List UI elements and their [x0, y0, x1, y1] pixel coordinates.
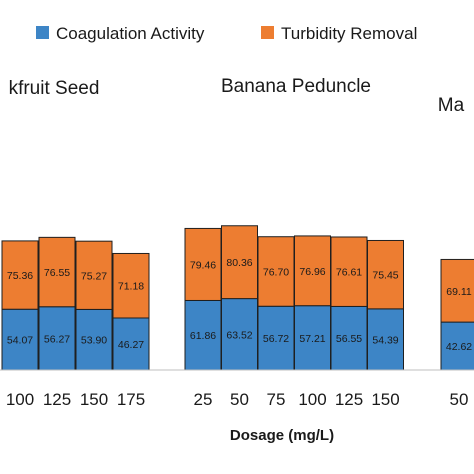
bar-turbidity: [257, 236, 295, 307]
x-tick-label: 175: [117, 390, 145, 409]
x-tick-label: 50: [230, 390, 249, 409]
bar-turbidity: [184, 227, 222, 301]
value-label-turbidity: 75.27: [81, 270, 107, 282]
bar-turbidity: [75, 240, 113, 310]
x-tick-label: 125: [335, 390, 363, 409]
bar-coagulation: [367, 308, 404, 371]
value-label-coagulation: 54.39: [372, 334, 398, 346]
bar-turbidity: [440, 258, 474, 323]
bar-turbidity: [294, 235, 331, 307]
bar-turbidity: [330, 236, 368, 307]
value-label-turbidity: 75.45: [372, 270, 398, 282]
bars-layer: [1, 225, 474, 371]
value-label-coagulation: 54.07: [7, 335, 33, 347]
legend: Coagulation Activity Turbidity Removal: [36, 24, 417, 43]
value-label-turbidity: 76.70: [263, 266, 289, 278]
value-label-turbidity: 76.55: [44, 267, 70, 279]
value-label-coagulation: 56.27: [44, 333, 70, 345]
value-label-coagulation: 46.27: [118, 339, 144, 351]
bar-turbidity: [112, 252, 150, 319]
x-tick-label: 25: [194, 390, 213, 409]
bar-coagulation: [330, 305, 368, 371]
group-labels-layer: kfruit Seed Banana Peduncle Ma: [9, 76, 465, 116]
x-tick-label: 50: [450, 390, 469, 409]
bar-turbidity: [38, 236, 76, 308]
x-axis-title: Dosage (mg/L): [230, 427, 334, 444]
legend-label-turbidity: Turbidity Removal: [281, 24, 417, 43]
value-label-turbidity: 71.18: [118, 281, 144, 293]
x-tick-label: 125: [43, 390, 71, 409]
x-tick-labels: 7510012515017525507510012515050: [6, 390, 469, 409]
value-label-coagulation: 53.90: [81, 335, 107, 347]
value-label-turbidity: 76.61: [336, 267, 362, 279]
group-label: kfruit Seed: [9, 78, 100, 99]
x-tick-label: 150: [80, 390, 108, 409]
legend-label-coagulation: Coagulation Activity: [56, 24, 205, 43]
value-labels-layer: 54.07 75.36 56.27 76.55 53.90 75.27 46.27 71.18…: [7, 257, 472, 353]
value-label-turbidity: 80.36: [226, 257, 252, 269]
value-label-coagulation: 63.52: [226, 329, 252, 341]
group-label: Banana Peduncle: [221, 76, 371, 97]
legend-swatch-coagulation: [36, 26, 49, 39]
bar-turbidity: [367, 239, 404, 310]
value-label-turbidity: 75.36: [7, 270, 33, 282]
value-label-coagulation: 57.21: [299, 333, 325, 345]
bar-turbidity: [221, 225, 258, 300]
value-label-turbidity: 69.11: [446, 286, 472, 298]
value-label-coagulation: 61.86: [190, 330, 216, 342]
x-tick-label: 150: [371, 390, 399, 409]
legend-swatch-turbidity: [261, 26, 274, 39]
value-label-turbidity: 79.46: [190, 259, 216, 271]
value-label-coagulation: 42.62: [446, 341, 472, 353]
value-label-coagulation: 56.55: [336, 333, 362, 345]
value-label-turbidity: 76.96: [299, 266, 325, 278]
group-label: Ma: [438, 95, 465, 116]
x-tick-label: 100: [298, 390, 326, 409]
x-tick-label: 100: [6, 390, 34, 409]
x-tick-label: 75: [267, 390, 286, 409]
value-label-coagulation: 56.72: [263, 333, 289, 345]
bar-turbidity: [1, 240, 39, 310]
bar-coagulation: [1, 308, 39, 371]
